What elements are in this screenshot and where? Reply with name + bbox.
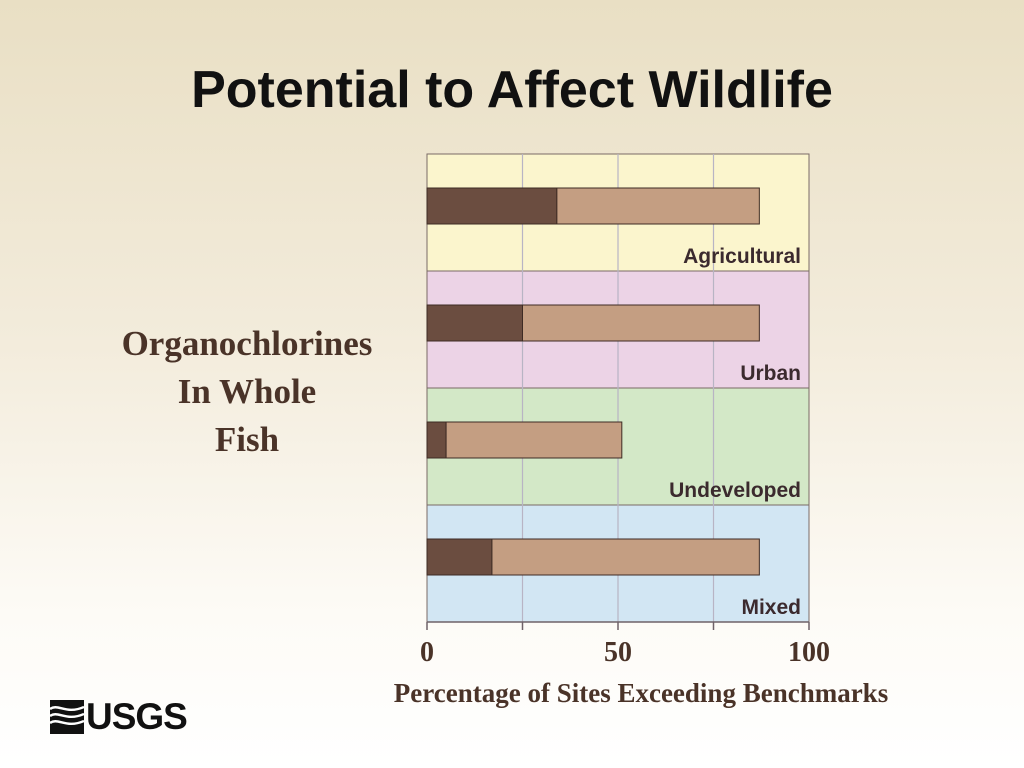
bar-urban-segment-1 (426, 304, 523, 342)
category-label-mixed: Mixed (741, 596, 801, 619)
bar-undeveloped-segment-1 (426, 421, 447, 459)
x-axis-label: Percentage of Sites Exceeding Benchmarks (394, 678, 888, 708)
bar-agricultural-segment-2 (556, 187, 760, 225)
x-tick-label-100: 100 (788, 637, 830, 668)
category-label-agricultural: Agricultural (683, 245, 801, 268)
x-tick-label-50: 50 (604, 637, 632, 668)
side-label-line-1: Organochlorines (121, 324, 373, 363)
bar-agricultural-segment-1 (426, 187, 558, 225)
bar-undeveloped-segment-2 (445, 421, 623, 459)
side-label-line-2: In Whole (177, 372, 317, 411)
side-label: Organochlorines In Whole Fish (92, 320, 402, 464)
bar-mixed-segment-2 (491, 538, 760, 576)
x-tick-label-0: 0 (420, 637, 434, 668)
bars (426, 187, 760, 576)
bar-mixed-segment-1 (426, 538, 493, 576)
bar-urban-segment-2 (522, 304, 760, 342)
usgs-wave-icon (50, 700, 84, 734)
side-label-line-3: Fish (214, 420, 280, 459)
usgs-logo: USGS (50, 696, 188, 737)
slide-title: Potential to Affect Wildlife (191, 61, 833, 119)
category-label-undeveloped: Undeveloped (669, 479, 801, 502)
category-label-urban: Urban (740, 362, 801, 385)
category-labels: Agricultural Urban Undeveloped Mixed (669, 245, 801, 619)
usgs-logo-text: USGS (86, 696, 188, 737)
x-axis: 0 50 100 (420, 621, 830, 668)
